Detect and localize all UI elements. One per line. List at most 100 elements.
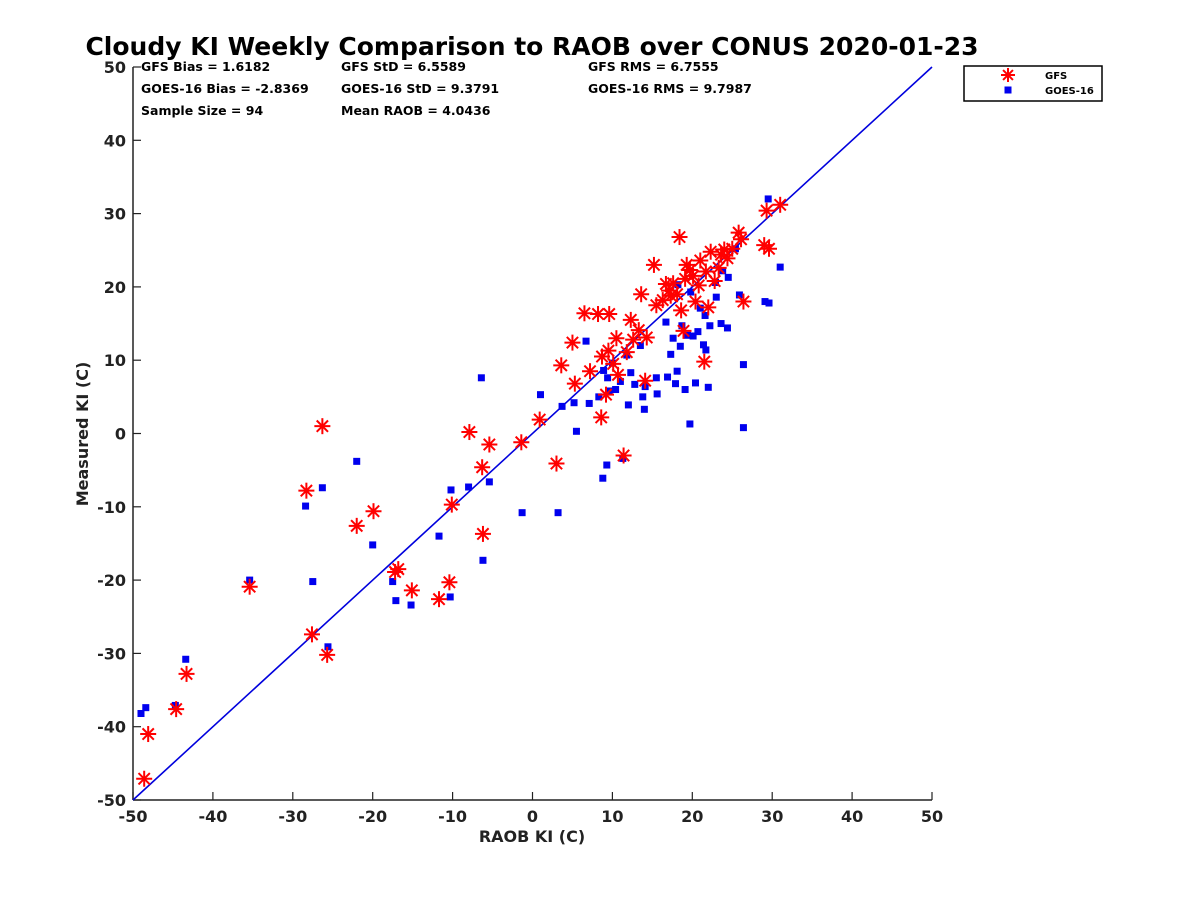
data-point-gfs	[673, 302, 690, 319]
data-point-gfs	[365, 503, 382, 520]
data-point-goes16	[182, 655, 190, 663]
data-point-gfs	[441, 574, 458, 591]
data-point-gfs	[553, 357, 570, 374]
data-point-gfs	[348, 517, 365, 534]
legend-gfs-symbol	[1001, 68, 1015, 82]
data-point-goes16	[518, 509, 526, 517]
data-point-goes16	[600, 366, 608, 374]
data-point-gfs	[669, 286, 686, 303]
data-point-goes16	[485, 478, 493, 486]
data-point-goes16	[612, 386, 620, 394]
data-point-gfs	[601, 306, 618, 323]
x-tick-label: 10	[601, 807, 623, 826]
data-point-gfs	[692, 252, 709, 269]
y-tick-label: 40	[104, 131, 126, 150]
x-tick-label: 0	[527, 807, 538, 826]
data-point-gfs	[598, 386, 615, 403]
data-point-goes16	[672, 380, 680, 388]
data-point-goes16	[676, 342, 684, 350]
data-point-gfs	[735, 293, 752, 310]
stat-goes-bias: GOES-16 Bias = -2.8369	[141, 81, 309, 96]
stats-block: GFS Bias = 1.6182 GFS StD = 6.5589 GFS R…	[141, 59, 752, 118]
data-point-gfs	[178, 665, 195, 682]
data-point-gfs	[474, 525, 491, 542]
data-point-goes16	[776, 263, 784, 271]
stat-sample-size: Sample Size = 94	[141, 103, 263, 118]
x-tick-label: -50	[119, 807, 148, 826]
data-point-goes16	[673, 367, 681, 375]
data-point-gfs	[690, 277, 707, 294]
x-tick-label: -10	[438, 807, 467, 826]
stat-mean-raob: Mean RAOB = 4.0436	[341, 103, 491, 118]
data-point-gfs	[700, 299, 717, 316]
data-point-gfs	[625, 331, 642, 348]
data-point-goes16	[585, 399, 593, 407]
y-tick-label: -20	[97, 571, 126, 590]
data-point-goes16	[712, 293, 720, 301]
data-point-gfs	[706, 273, 723, 290]
data-point-gfs	[481, 436, 498, 453]
data-point-goes16	[302, 502, 310, 510]
x-tick-label: -20	[358, 807, 387, 826]
legend: GFS GOES-16	[963, 65, 1103, 102]
data-point-goes16	[765, 299, 773, 307]
legend-gfs-label: GFS	[1045, 71, 1067, 82]
data-point-gfs	[638, 329, 655, 346]
data-point-goes16	[582, 337, 590, 345]
data-point-goes16	[702, 346, 710, 354]
y-tick-label: -10	[97, 498, 126, 517]
data-point-gfs	[566, 375, 583, 392]
data-point-gfs	[687, 293, 704, 310]
y-tick-label: -50	[97, 791, 126, 810]
data-point-goes16	[446, 593, 454, 601]
data-point-gfs	[671, 229, 688, 246]
data-point-goes16	[739, 361, 747, 369]
data-point-goes16	[689, 332, 697, 340]
stat-gfs-std: GFS StD = 6.5589	[341, 59, 466, 74]
data-point-goes16	[674, 281, 682, 289]
data-point-gfs	[531, 411, 548, 428]
data-point-goes16	[616, 377, 624, 385]
data-point-gfs	[733, 231, 750, 248]
y-axis-label: Measured KI (C)	[73, 362, 92, 507]
data-point-goes16	[392, 597, 400, 605]
data-point-gfs	[696, 353, 713, 370]
stat-goes-rms: GOES-16 RMS = 9.7987	[588, 81, 752, 96]
x-axis-label: RAOB KI (C)	[479, 827, 585, 846]
x-tick-label: -30	[278, 807, 307, 826]
data-point-gfs	[702, 243, 719, 260]
y-tick-label: 50	[104, 58, 126, 77]
data-point-gfs	[443, 496, 460, 513]
data-point-gfs	[548, 455, 565, 472]
data-point-goes16	[369, 541, 377, 549]
data-point-goes16	[603, 461, 611, 469]
data-point-goes16	[554, 509, 562, 517]
y-tick-label: 30	[104, 205, 126, 224]
data-point-gfs	[140, 726, 157, 743]
data-point-gfs	[576, 305, 593, 322]
data-point-goes16	[309, 578, 317, 586]
data-point-goes16	[465, 483, 473, 491]
y-tick-label: -40	[97, 718, 126, 737]
data-point-gfs	[637, 372, 654, 389]
data-point-gfs	[633, 286, 650, 303]
data-point-goes16	[435, 532, 443, 540]
x-tick-label: 50	[921, 807, 943, 826]
legend-goes16-label: GOES-16	[1045, 86, 1094, 97]
data-point-gfs	[675, 322, 692, 339]
y-tick-label: 10	[104, 351, 126, 370]
data-point-goes16	[735, 291, 743, 299]
data-point-goes16	[353, 457, 361, 465]
data-point-goes16	[664, 373, 672, 381]
data-point-goes16	[669, 334, 677, 342]
data-point-goes16	[681, 386, 689, 394]
data-point-gfs	[758, 202, 775, 219]
data-point-goes16	[640, 405, 648, 413]
stat-gfs-bias: GFS Bias = 1.6182	[141, 59, 270, 74]
data-point-goes16	[687, 288, 695, 296]
data-point-goes16	[142, 704, 150, 712]
data-point-goes16	[604, 374, 612, 382]
data-point-gfs	[772, 196, 789, 213]
data-point-goes16	[407, 601, 415, 609]
